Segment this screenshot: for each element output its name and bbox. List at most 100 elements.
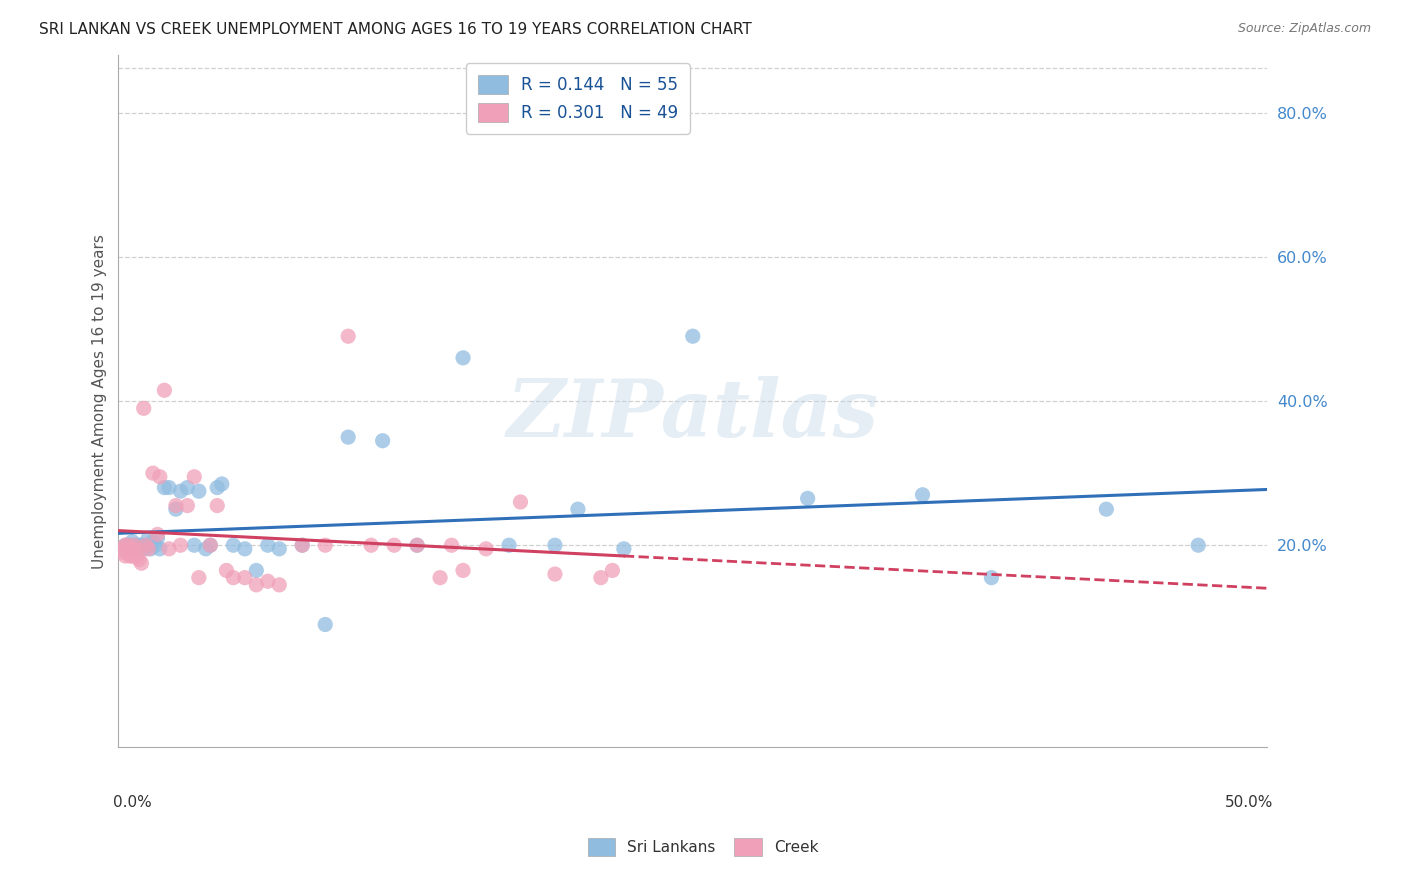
Point — [135, 538, 157, 552]
Point — [121, 541, 143, 556]
Point — [451, 564, 474, 578]
Point — [222, 538, 245, 552]
Text: 50.0%: 50.0% — [1225, 796, 1272, 811]
Point — [110, 541, 132, 556]
Point — [118, 549, 141, 563]
Point — [207, 499, 229, 513]
Point — [112, 545, 135, 559]
Point — [124, 538, 146, 552]
Point — [682, 329, 704, 343]
Point — [980, 571, 1002, 585]
Point — [146, 527, 169, 541]
Point — [200, 538, 222, 552]
Point — [245, 564, 267, 578]
Point — [124, 541, 146, 556]
Point — [291, 538, 314, 552]
Point — [125, 538, 148, 552]
Point — [207, 481, 229, 495]
Point — [589, 571, 612, 585]
Point — [142, 534, 165, 549]
Point — [245, 578, 267, 592]
Point — [187, 484, 209, 499]
Point — [498, 538, 520, 552]
Point — [153, 384, 176, 398]
Point — [125, 541, 148, 556]
Point — [613, 541, 636, 556]
Point — [337, 329, 360, 343]
Point — [124, 538, 146, 552]
Point — [256, 574, 278, 589]
Point — [222, 571, 245, 585]
Point — [314, 538, 336, 552]
Point — [157, 481, 180, 495]
Point — [165, 499, 187, 513]
Point — [117, 541, 139, 556]
Point — [544, 567, 567, 582]
Point — [128, 552, 150, 566]
Point — [194, 541, 217, 556]
Point — [132, 401, 155, 416]
Point — [451, 351, 474, 365]
Legend: Sri Lankans, Creek: Sri Lankans, Creek — [582, 832, 824, 862]
Point — [233, 571, 256, 585]
Point — [131, 538, 153, 552]
Point — [121, 549, 143, 563]
Point — [157, 541, 180, 556]
Text: ZIPatlas: ZIPatlas — [506, 376, 879, 454]
Point — [169, 538, 191, 552]
Point — [128, 538, 150, 552]
Point — [1095, 502, 1118, 516]
Point — [215, 564, 238, 578]
Point — [121, 541, 143, 556]
Point — [183, 538, 205, 552]
Point — [187, 571, 209, 585]
Point — [440, 538, 463, 552]
Point — [118, 541, 141, 556]
Point — [114, 538, 136, 552]
Point — [121, 534, 143, 549]
Point — [567, 502, 589, 516]
Y-axis label: Unemployment Among Ages 16 to 19 years: Unemployment Among Ages 16 to 19 years — [93, 234, 107, 568]
Point — [131, 556, 153, 570]
Text: SRI LANKAN VS CREEK UNEMPLOYMENT AMONG AGES 16 TO 19 YEARS CORRELATION CHART: SRI LANKAN VS CREEK UNEMPLOYMENT AMONG A… — [39, 22, 752, 37]
Point — [911, 488, 934, 502]
Point — [136, 531, 159, 545]
Point — [406, 538, 429, 552]
Point — [429, 571, 451, 585]
Point — [143, 538, 166, 552]
Point — [475, 541, 498, 556]
Text: Source: ZipAtlas.com: Source: ZipAtlas.com — [1237, 22, 1371, 36]
Point — [114, 538, 136, 552]
Point — [509, 495, 531, 509]
Point — [142, 466, 165, 480]
Point — [200, 538, 222, 552]
Point — [256, 538, 278, 552]
Point — [139, 541, 162, 556]
Point — [149, 541, 172, 556]
Point — [124, 541, 146, 556]
Point — [269, 578, 291, 592]
Point — [153, 481, 176, 495]
Point — [796, 491, 818, 506]
Point — [114, 541, 136, 556]
Point — [165, 502, 187, 516]
Point — [360, 538, 382, 552]
Point — [118, 541, 141, 556]
Point — [125, 549, 148, 563]
Point — [176, 481, 198, 495]
Point — [1187, 538, 1209, 552]
Text: 0.0%: 0.0% — [112, 796, 152, 811]
Point — [371, 434, 394, 448]
Point — [406, 538, 429, 552]
Point — [602, 564, 624, 578]
Point — [135, 538, 157, 552]
Point — [117, 538, 139, 552]
Point — [269, 541, 291, 556]
Point — [211, 477, 233, 491]
Point — [114, 549, 136, 563]
Point — [146, 531, 169, 545]
Point — [118, 538, 141, 552]
Point — [149, 469, 172, 483]
Point — [132, 541, 155, 556]
Point — [112, 541, 135, 556]
